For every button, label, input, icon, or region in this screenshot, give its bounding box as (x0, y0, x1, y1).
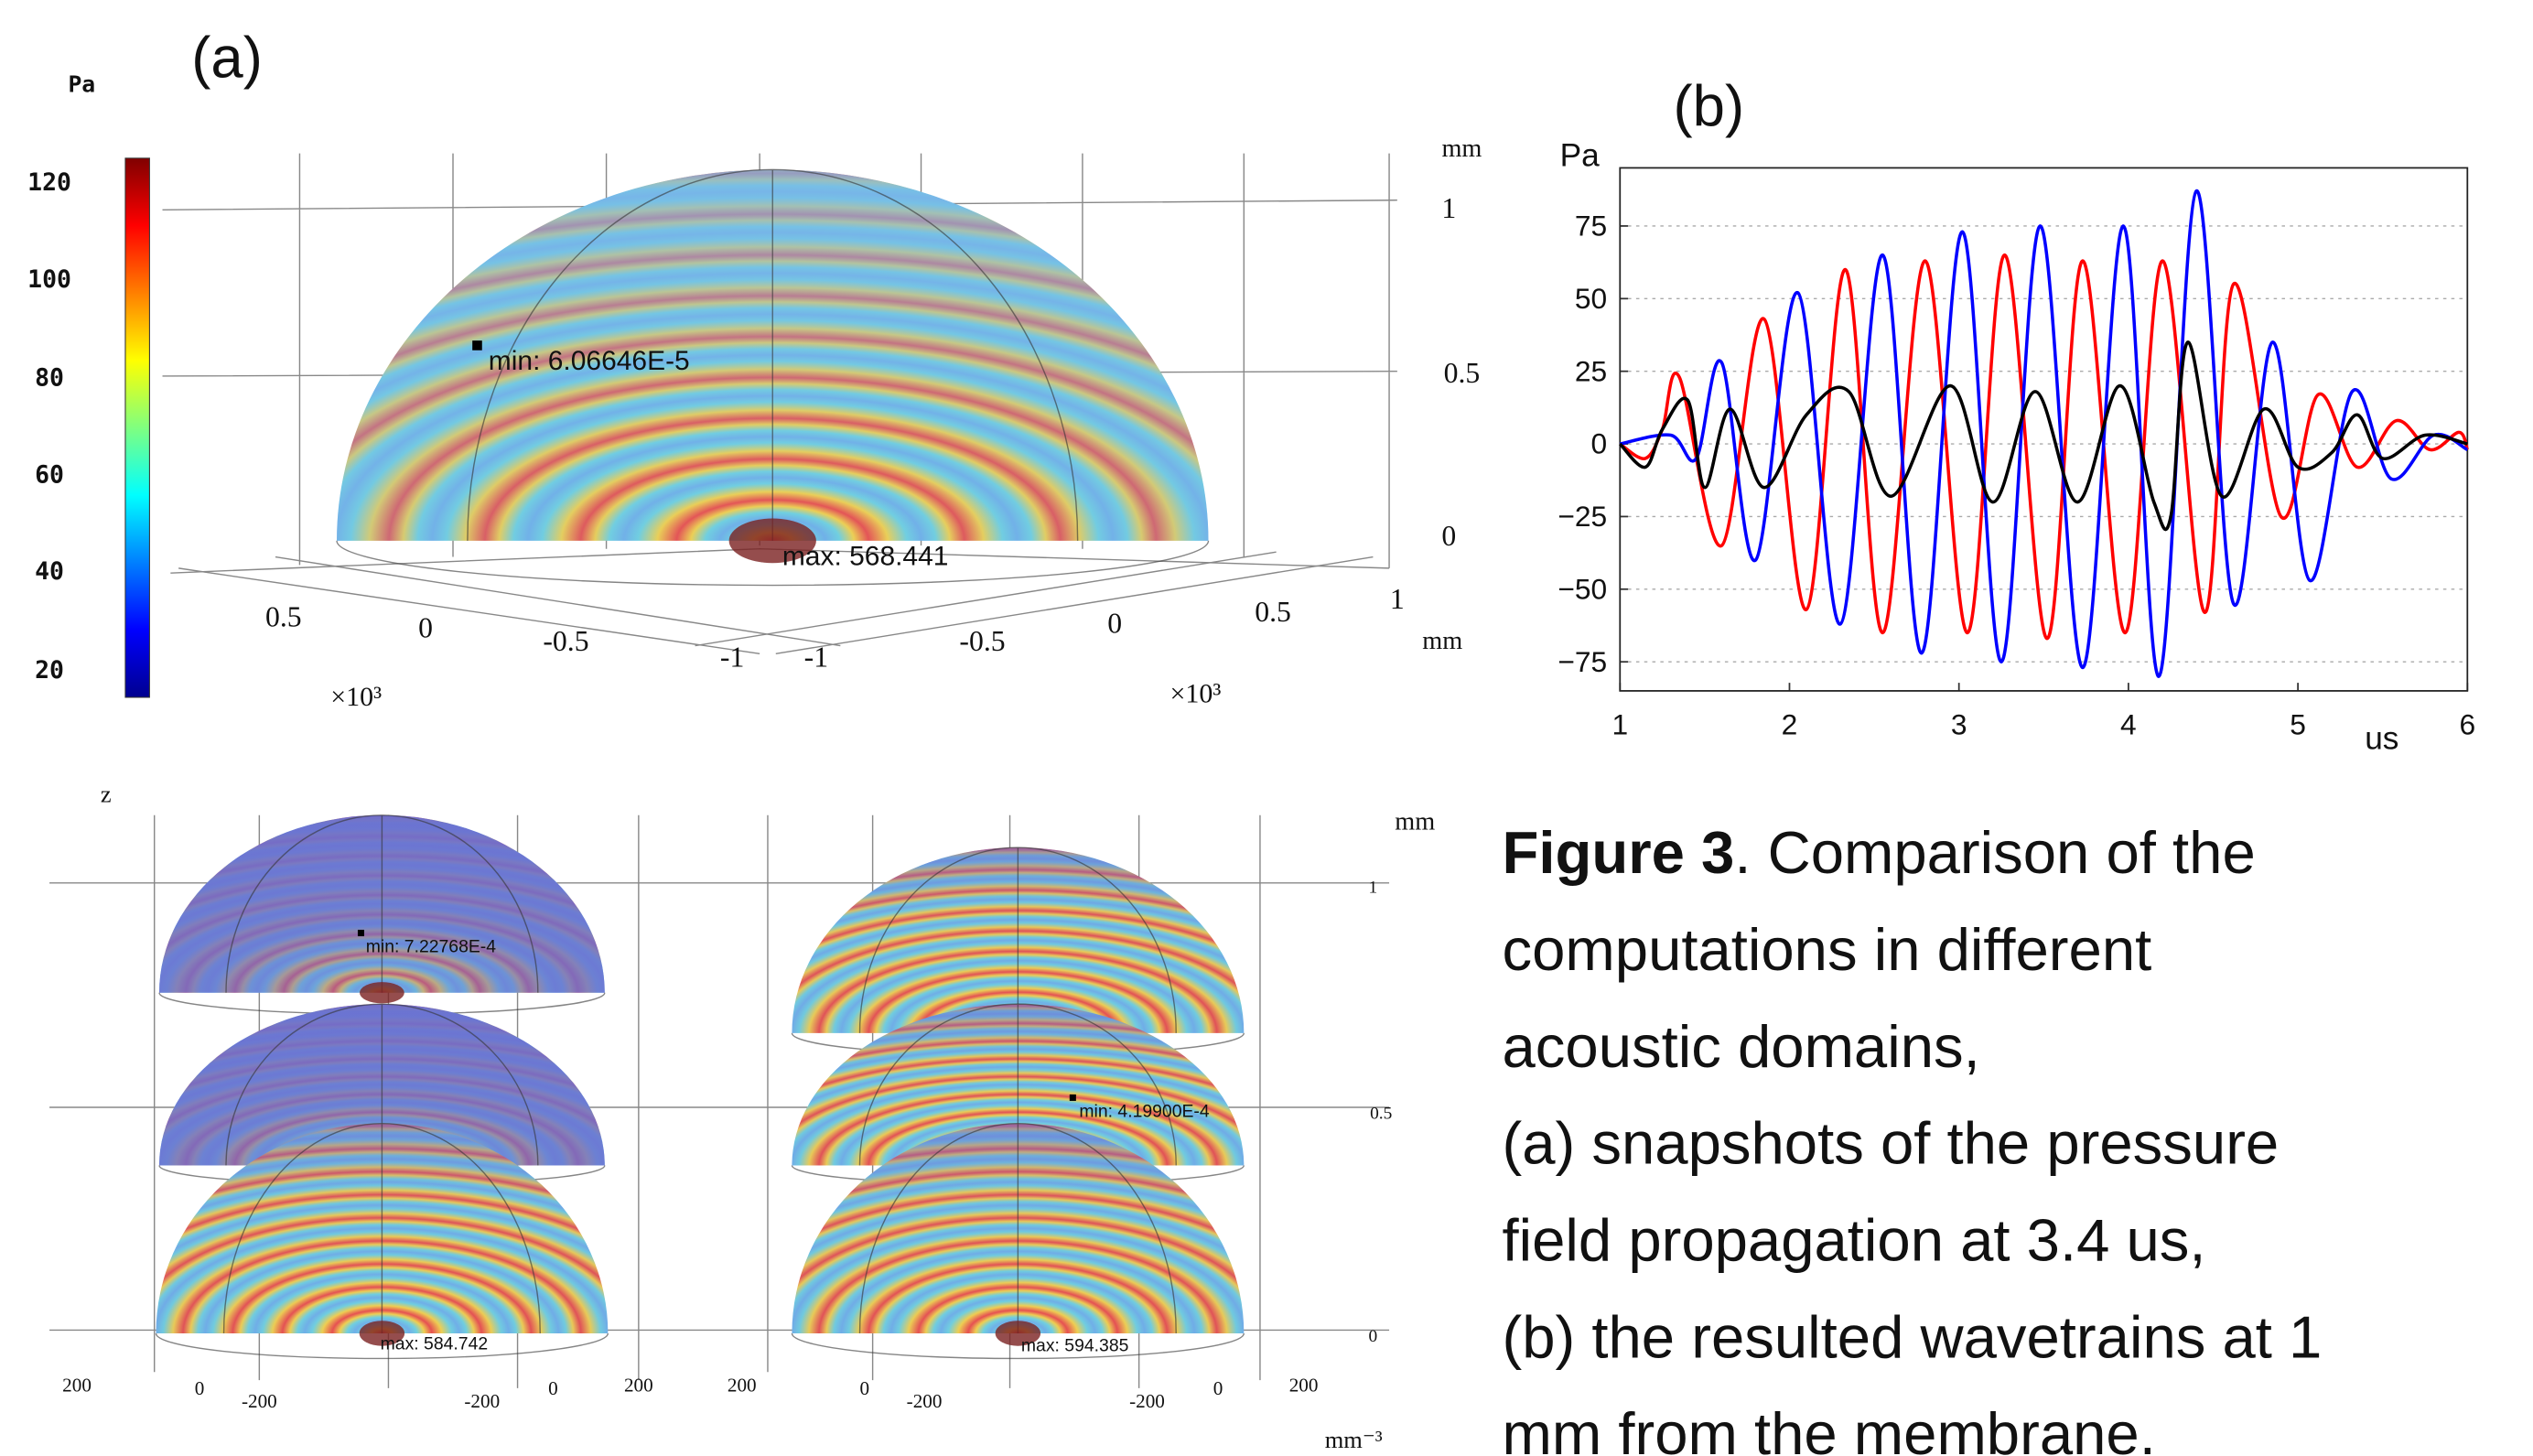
axis-label: 1 (1390, 583, 1405, 615)
colorbar-tick-label: 20 (35, 656, 64, 685)
x-tick-label: 4 (2120, 708, 2137, 741)
dome-core (995, 1321, 1041, 1346)
series-line (1618, 340, 2468, 532)
min-annotation: min: 7.22768E-4 (366, 937, 497, 957)
x-axis-label: us (2365, 720, 2398, 756)
y-tick-label: −25 (1558, 500, 1607, 533)
caption: Figure 3. Comparison of the computations … (1503, 819, 2323, 1456)
axis-label: 0 (1213, 1377, 1223, 1399)
axis-label: 0.5 (1370, 1104, 1392, 1123)
y-tick-label: 25 (1575, 354, 1607, 387)
axis-label: z (101, 781, 112, 808)
axis-label: -200 (242, 1390, 277, 1412)
y-tick-label: 50 (1575, 282, 1607, 315)
axis-label: 200 (728, 1374, 757, 1396)
axis-label: -0.5 (543, 625, 588, 657)
colorbar-tick-label: 120 (27, 168, 71, 197)
y-tick-label: −50 (1558, 572, 1607, 605)
domes (155, 168, 1245, 1360)
axis-label: 0.5 (1255, 596, 1291, 628)
axis-label: -200 (907, 1390, 943, 1412)
axis-label: ×10³ (1169, 678, 1221, 708)
dome-core (728, 518, 816, 564)
axis-label: ×10³ (330, 682, 382, 712)
x-tick-label: 1 (1611, 708, 1628, 741)
axis-label: 0.5 (265, 600, 302, 632)
min-annotation: min: 4.19900E-4 (1079, 1102, 1210, 1122)
caption-line: Figure 3. Comparison of the (1503, 819, 2256, 886)
axis-label: 0.5 (1444, 357, 1481, 389)
axis-label: 0 (1441, 520, 1456, 552)
axis-label: 0 (860, 1377, 870, 1399)
y-tick-label: 0 (1591, 427, 1608, 460)
axis-label: 0 (195, 1377, 205, 1399)
colorbar-unit: Pa (68, 71, 95, 98)
chart-b: (b) Pa us −75 −50 −25 0 25 50 75 1 2 3 4 5 6 (1558, 75, 2475, 757)
caption-line: acoustic domains, (1503, 1013, 1980, 1080)
axis-label: 0 (1369, 1327, 1378, 1346)
series-line (1619, 189, 2469, 678)
x-tick-label: 5 (2290, 708, 2306, 741)
axis-label: 0 (548, 1377, 558, 1399)
y-tick-label: −75 (1558, 645, 1607, 678)
colorbar-tick-label: 100 (27, 265, 71, 294)
min-marker (1069, 1094, 1076, 1101)
max-annotation: max: 568.441 (782, 541, 949, 571)
min-marker (472, 340, 482, 351)
dome-outline (791, 1122, 1245, 1360)
axis-label: 0 (418, 612, 433, 644)
dome-outline (336, 168, 1210, 587)
axis-label: 200 (1289, 1374, 1319, 1396)
colorbar-tick-label: 80 (35, 364, 64, 393)
plot-frame (1619, 167, 2469, 692)
max-annotation: max: 584.742 (381, 1334, 489, 1354)
dome-outline (155, 1122, 609, 1360)
axis-label: -200 (1129, 1390, 1165, 1412)
axis-label: -0.5 (959, 625, 1005, 657)
caption-line: (a) snapshots of the pressure (1503, 1110, 2280, 1177)
min-marker (357, 929, 365, 937)
colorbar (124, 157, 150, 698)
y-axis-label: Pa (1560, 138, 1601, 174)
dome-core (360, 982, 404, 1004)
axis-label: -200 (464, 1390, 500, 1412)
colorbar-ticks: 120 100 80 60 40 20 (27, 168, 71, 685)
axis-label: 200 (624, 1374, 653, 1396)
panel-label: (a) (191, 27, 263, 91)
max-annotation: max: 594.385 (1021, 1335, 1129, 1355)
colorbar-tick-label: 60 (35, 460, 64, 489)
axis-label: 1 (1441, 192, 1456, 224)
axis-label: 0 (1107, 607, 1122, 639)
panel-a-labels: mm 1 0.5 0 0.5 0 -0.5 -1 -1 -0.5 0 0.5 1 mm ×10³ ×10³ mi… (62, 135, 1482, 1453)
x-tick-label: 6 (2459, 708, 2475, 741)
y-tick-label: 75 (1575, 210, 1607, 243)
x-tick-label: 2 (1782, 708, 1798, 741)
caption-line: computations in different (1503, 916, 2152, 983)
axis-label: mm (1395, 808, 1435, 836)
caption-line: field propagation at 3.4 us, (1503, 1207, 2206, 1274)
colorbar-tick-label: 40 (35, 557, 64, 586)
caption-line: (b) the resulted wavetrains at 1 (1503, 1303, 2323, 1370)
caption-text: . Comparison of the (1734, 819, 2255, 886)
caption-line: mm from the membrane. (1503, 1400, 2156, 1456)
axis-label: 1 (1369, 878, 1378, 897)
dome-core (359, 1321, 405, 1346)
x-tick-label: 3 (1951, 708, 1967, 741)
figure-label: Figure 3 (1503, 819, 1735, 886)
axis-label: mm⁻³ (1325, 1426, 1383, 1453)
series-line (1619, 253, 2469, 641)
axis-label: mm (1441, 135, 1482, 163)
axis-label: 200 (62, 1374, 92, 1396)
min-annotation: min: 6.06646E-5 (489, 346, 690, 376)
axis-label: -1 (804, 641, 828, 673)
axis-label: mm (1422, 627, 1462, 655)
axis-label: -1 (720, 641, 744, 673)
chart-title: (b) (1674, 75, 1745, 139)
